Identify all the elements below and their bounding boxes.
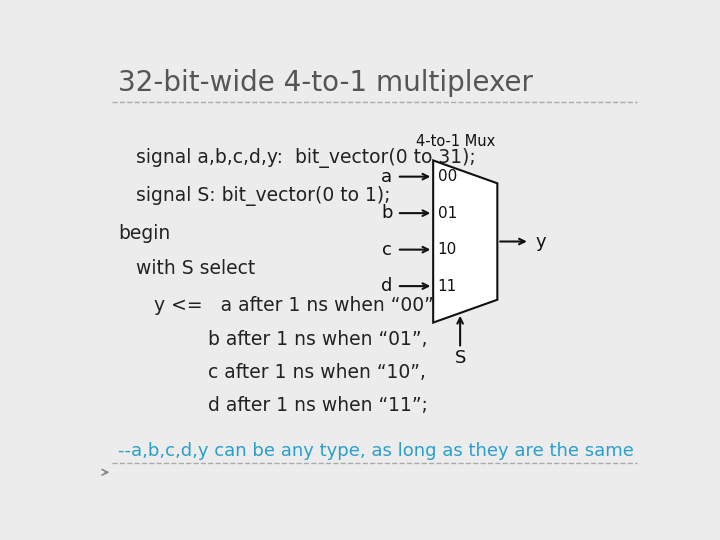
Text: c after 1 ns when “10”,: c after 1 ns when “10”, [118, 363, 426, 382]
Text: a: a [382, 167, 392, 186]
Text: d: d [381, 277, 392, 295]
Text: 11: 11 [438, 279, 457, 294]
Text: --a,b,c,d,y can be any type, as long as they are the same: --a,b,c,d,y can be any type, as long as … [118, 442, 634, 460]
Text: y <=   a after 1 ns when “00”,: y <= a after 1 ns when “00”, [118, 296, 440, 315]
Text: b: b [381, 204, 392, 222]
Polygon shape [433, 160, 498, 322]
Text: begin: begin [118, 224, 170, 242]
Text: d after 1 ns when “11”;: d after 1 ns when “11”; [118, 396, 428, 415]
Text: S: S [454, 349, 466, 367]
Text: 32-bit-wide 4-to-1 multiplexer: 32-bit-wide 4-to-1 multiplexer [118, 69, 533, 97]
Text: signal a,b,c,d,y:  bit_vector(0 to 31);: signal a,b,c,d,y: bit_vector(0 to 31); [118, 148, 476, 168]
Text: signal S: bit_vector(0 to 1);: signal S: bit_vector(0 to 1); [118, 186, 390, 206]
Text: 4-to-1 Mux: 4-to-1 Mux [416, 134, 495, 149]
Text: b after 1 ns when “01”,: b after 1 ns when “01”, [118, 330, 428, 349]
Text: y: y [535, 233, 546, 251]
Text: 00: 00 [438, 169, 457, 184]
Text: c: c [382, 241, 392, 259]
Text: 01: 01 [438, 206, 457, 221]
Text: with S select: with S select [118, 259, 255, 278]
Text: 10: 10 [438, 242, 457, 257]
